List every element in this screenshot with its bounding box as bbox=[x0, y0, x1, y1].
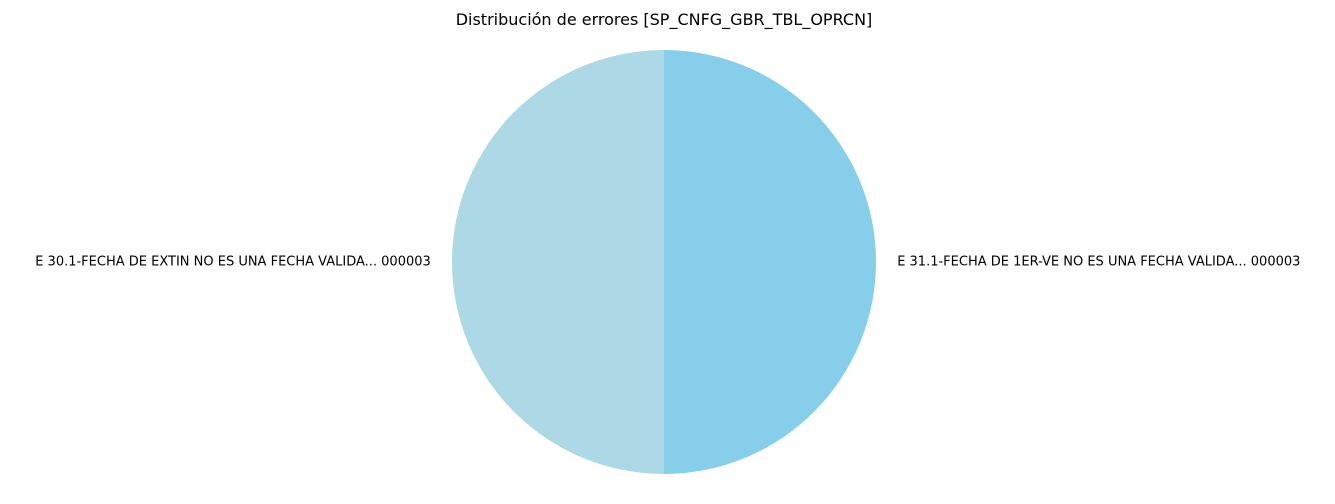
chart-title: Distribución de errores [SP_CNFG_GBR_TBL… bbox=[456, 10, 873, 30]
pie-labels: E 30.1-FECHA DE EXTIN NO ES UNA FECHA VA… bbox=[35, 255, 1300, 270]
pie-slice-1 bbox=[664, 50, 876, 474]
pie-slice-label-1: E 31.1-FECHA DE 1ER-VE NO ES UNA FECHA V… bbox=[897, 255, 1300, 270]
pie-slice-label-0: E 30.1-FECHA DE EXTIN NO ES UNA FECHA VA… bbox=[35, 255, 431, 270]
pie-slices bbox=[452, 50, 876, 474]
pie-slice-0 bbox=[452, 50, 664, 474]
